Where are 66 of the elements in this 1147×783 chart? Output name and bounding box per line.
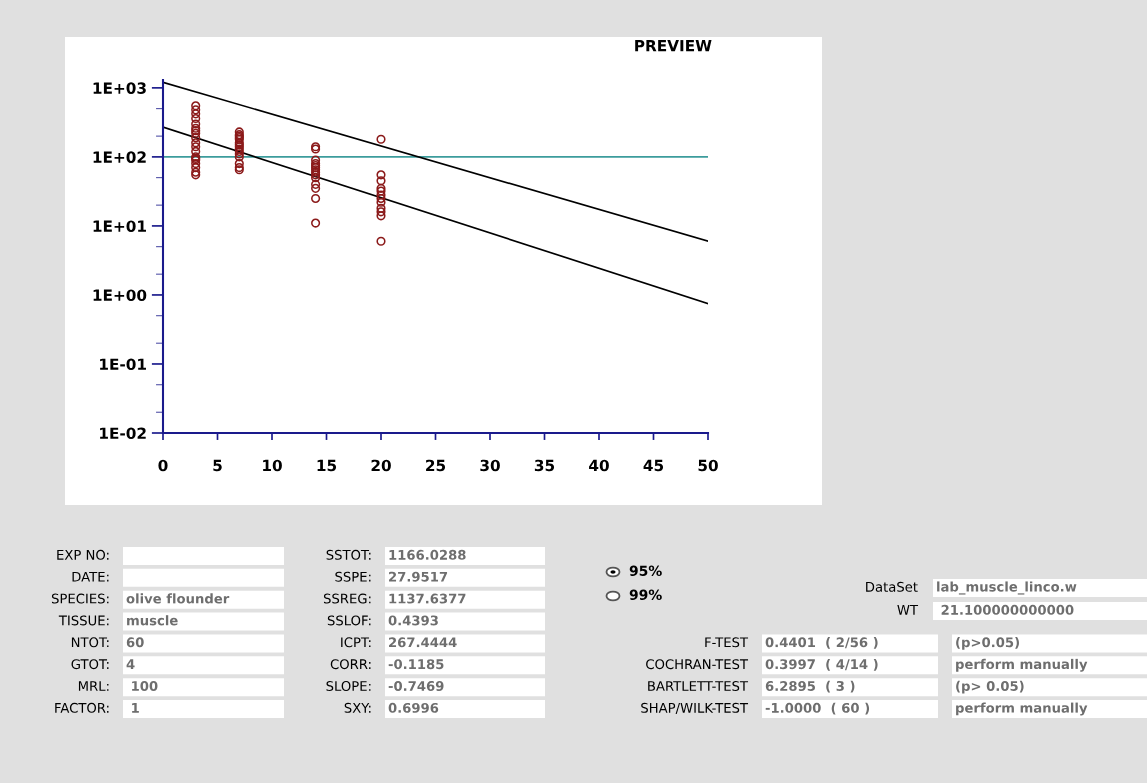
text: EXP NO: bbox=[57, 549, 109, 560]
text: -0.7469 bbox=[388, 681, 444, 691]
text: 100 bbox=[132, 681, 158, 691]
text: 0.4393 bbox=[388, 615, 438, 626]
text: ICPT: bbox=[341, 637, 371, 648]
text: GTOT: bbox=[71, 659, 109, 670]
text: 0.4401 ( 2/56 ) bbox=[765, 637, 878, 649]
x-tick-label: 25 bbox=[426, 459, 446, 472]
text: -0.1185 bbox=[388, 659, 444, 670]
text: perform manually bbox=[956, 702, 1088, 716]
text: SSREG: bbox=[323, 593, 371, 604]
text: 267.4444 bbox=[389, 637, 457, 648]
x-tick-label: 45 bbox=[643, 459, 664, 472]
text: lab_muscle_linco.w bbox=[937, 581, 1077, 595]
chart-title: PREVIEW bbox=[635, 40, 712, 52]
text: SSLOF: bbox=[327, 615, 371, 626]
text: 60 bbox=[126, 637, 144, 648]
text: 1 bbox=[132, 703, 139, 713]
text: SPECIES: bbox=[51, 593, 109, 604]
text: FACTOR: bbox=[55, 702, 109, 713]
x-tick-label: 10 bbox=[263, 459, 282, 472]
text: TISSUE: bbox=[58, 615, 109, 626]
text: -1.0000 ( 60 ) bbox=[765, 702, 870, 715]
y-tick-label: 1E+01 bbox=[93, 220, 146, 232]
y-tick-label: 1E-01 bbox=[100, 358, 146, 370]
y-tick-label: 1E+00 bbox=[93, 289, 147, 301]
x-tick-label: 5 bbox=[213, 459, 222, 472]
text: DATE: bbox=[72, 571, 109, 582]
text: SSPE: bbox=[335, 571, 371, 582]
text: 0.6996 bbox=[388, 702, 439, 713]
text: (p>0.05) bbox=[956, 637, 1019, 650]
y-tick-label: 1E-02 bbox=[100, 427, 146, 440]
text: MRL: bbox=[78, 681, 109, 691]
text: (p> 0.05) bbox=[956, 680, 1024, 694]
text: BARTLETT-TEST bbox=[648, 681, 749, 691]
x-tick-label: 35 bbox=[534, 459, 555, 472]
text: 21.100000000000 bbox=[941, 604, 1074, 615]
y-tick-label: 1E+02 bbox=[93, 151, 146, 163]
text: 99% bbox=[629, 589, 662, 601]
text: SSTOT: bbox=[326, 549, 371, 560]
text: NTOT: bbox=[71, 637, 109, 648]
text: WT bbox=[897, 605, 919, 615]
text: 95% bbox=[629, 565, 662, 577]
text: muscle bbox=[127, 615, 178, 626]
text: 27.9517 bbox=[389, 571, 448, 582]
x-tick-label: 30 bbox=[480, 459, 500, 472]
x-tick-label: 15 bbox=[317, 459, 337, 472]
text: F-TEST bbox=[705, 637, 749, 648]
text: SXY: bbox=[344, 702, 371, 713]
x-tick-label: 50 bbox=[698, 459, 718, 472]
text: DataSet bbox=[866, 581, 918, 592]
text: olive flounder bbox=[126, 593, 230, 604]
x-tick-label: 0 bbox=[158, 459, 168, 472]
text: SLOPE: bbox=[326, 681, 371, 691]
y-tick-label: 1E+03 bbox=[93, 82, 146, 94]
text: CORR: bbox=[330, 659, 371, 670]
text: 0.3997 ( 4/14 ) bbox=[765, 658, 878, 671]
text: 1137.6377 bbox=[389, 593, 466, 604]
text: 6.2895 ( 3 ) bbox=[765, 680, 855, 693]
x-tick-label: 20 bbox=[371, 459, 391, 472]
text: COCHRAN-TEST bbox=[646, 659, 749, 670]
text: SHAP/WILK-TEST bbox=[641, 702, 749, 714]
text: perform manually bbox=[956, 658, 1088, 672]
text: 4 bbox=[126, 659, 135, 669]
text: 1166.0288 bbox=[389, 549, 466, 560]
x-tick-label: 40 bbox=[589, 459, 609, 472]
